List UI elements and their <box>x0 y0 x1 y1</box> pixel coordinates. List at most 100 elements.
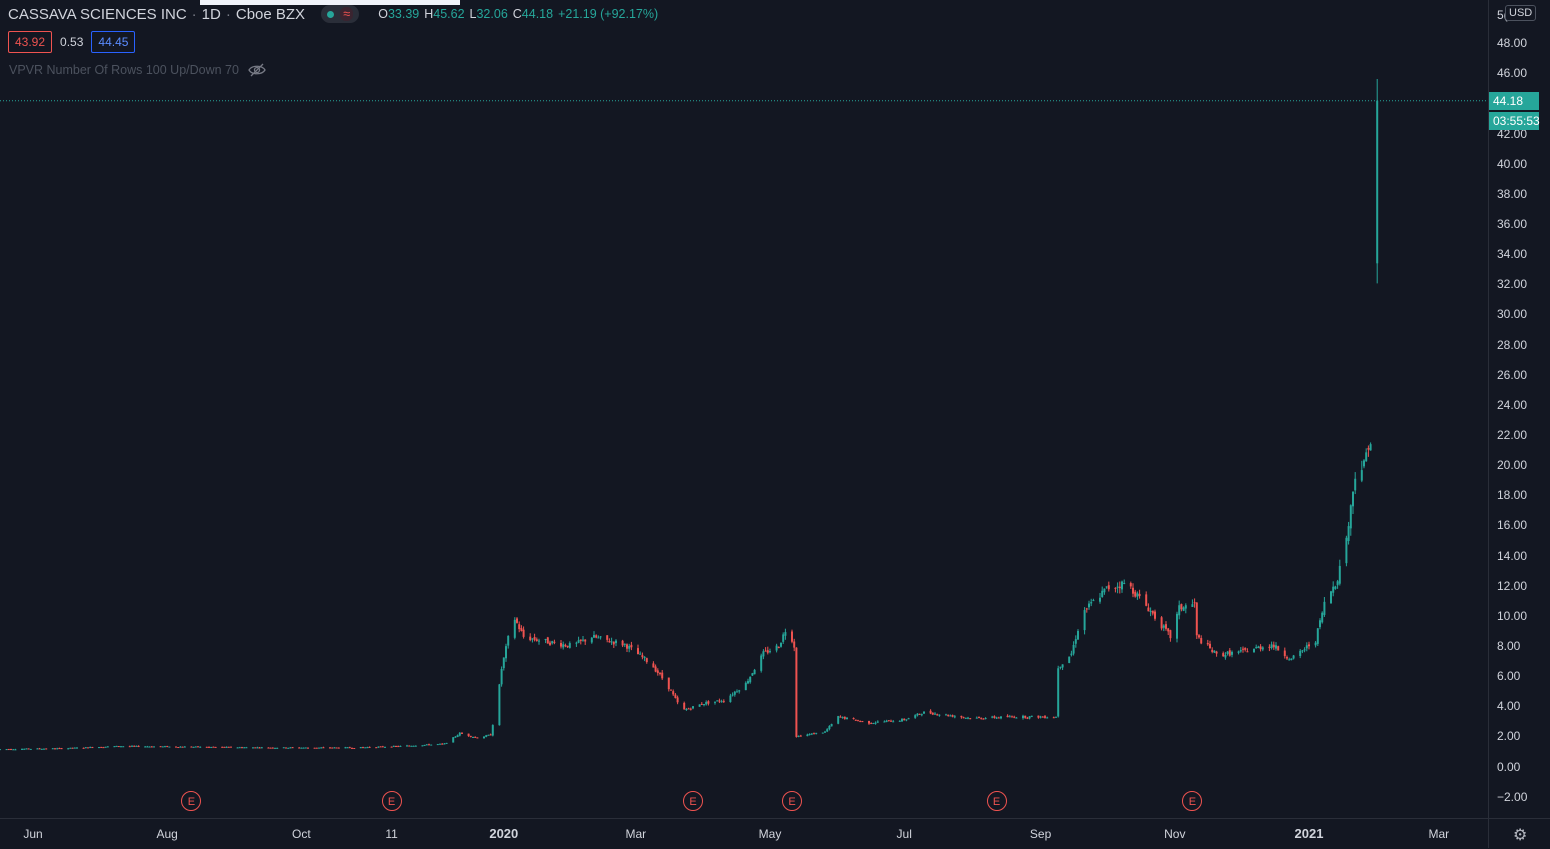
candle <box>1068 656 1071 664</box>
candle-body <box>1169 630 1172 639</box>
earnings-badge[interactable]: E <box>986 791 1007 811</box>
candle <box>1314 641 1317 648</box>
candle <box>1319 618 1321 630</box>
price-tick-label: 34.00 <box>1497 247 1528 262</box>
candle <box>329 746 331 749</box>
candle <box>390 746 393 748</box>
candle <box>806 733 809 737</box>
indicator-legend[interactable]: VPVR Number Of Rows 100 Up/Down 70 <box>9 63 266 77</box>
interval[interactable]: 1D <box>201 5 221 23</box>
candle <box>1057 665 1060 718</box>
price-tick-label: 16.00 <box>1497 518 1528 533</box>
candle <box>1257 645 1260 649</box>
earnings-badge[interactable]: E <box>782 791 802 811</box>
candle-body <box>82 747 85 749</box>
candle <box>518 621 521 633</box>
candle <box>705 700 708 706</box>
candle-body <box>335 747 338 749</box>
candle-body <box>1316 628 1319 644</box>
candle <box>1052 716 1055 719</box>
candle-body <box>1277 646 1280 651</box>
candle-body <box>285 747 287 749</box>
candle-body <box>395 746 397 748</box>
candle-body <box>729 695 732 703</box>
candle <box>406 744 408 747</box>
candle-body <box>346 747 349 749</box>
candle-body <box>1319 620 1321 628</box>
eye-off-icon[interactable] <box>248 63 266 77</box>
candle <box>344 746 347 749</box>
candle <box>148 746 151 748</box>
candle <box>425 744 428 746</box>
candlestick-chart[interactable] <box>0 0 1488 818</box>
candle <box>769 648 771 654</box>
earnings-badge[interactable]: E <box>1182 791 1203 811</box>
candle <box>718 698 721 704</box>
candle <box>500 666 503 687</box>
settings-gear-icon[interactable]: ⚙ <box>1513 827 1528 844</box>
candle <box>661 669 664 680</box>
candle-body <box>731 694 734 696</box>
candle <box>192 746 195 748</box>
candle-body <box>1305 645 1308 649</box>
candle <box>12 748 15 751</box>
candle <box>91 746 94 749</box>
candle <box>335 747 338 749</box>
candle <box>331 747 334 749</box>
time-axis[interactable]: Jun Aug Oct 11 2020 Mar May Jul Sep Nov 2021 Mar <box>0 818 1488 849</box>
candle <box>14 748 17 751</box>
candle-body <box>931 712 934 715</box>
currency-button[interactable]: USD <box>1505 5 1537 21</box>
candle <box>637 644 639 655</box>
candle-body <box>753 669 756 675</box>
candle <box>1200 635 1203 645</box>
candle <box>1299 649 1302 659</box>
earnings-badge[interactable]: E <box>181 791 202 811</box>
candle-body <box>751 673 754 676</box>
candle-body <box>474 736 477 738</box>
candle-body <box>1290 658 1293 661</box>
market-status-chip[interactable]: ≈ <box>321 5 360 23</box>
candle-body <box>258 747 261 749</box>
candle <box>82 747 85 749</box>
candle <box>364 747 367 749</box>
earnings-badge[interactable]: E <box>683 791 703 811</box>
buy-price-button[interactable]: 44.45 <box>91 31 136 53</box>
candle-body <box>73 747 76 749</box>
candle <box>223 746 226 748</box>
candle-body <box>128 746 131 748</box>
candle-body <box>628 645 631 649</box>
candle-body <box>535 639 538 642</box>
candle <box>736 689 738 693</box>
earnings-badge[interactable]: E <box>381 791 402 811</box>
candle <box>458 731 461 737</box>
candle <box>687 707 690 710</box>
candle <box>322 746 325 749</box>
symbol-name[interactable]: CASSAVA SCIENCES INC <box>8 5 187 23</box>
candle <box>1184 603 1187 614</box>
candle-body <box>810 733 813 735</box>
candle <box>1376 79 1379 284</box>
chart-area[interactable] <box>0 0 1488 818</box>
candle <box>1132 583 1134 598</box>
candle <box>38 747 41 750</box>
candle-body <box>685 709 688 711</box>
candle-body <box>267 747 270 749</box>
candle-body <box>300 747 303 749</box>
candle-body <box>518 624 521 630</box>
candle <box>23 748 26 750</box>
candle <box>131 745 133 747</box>
sell-price-button[interactable]: 43.92 <box>8 31 53 53</box>
candle-body <box>1354 478 1357 491</box>
price-axis[interactable]: 5( USD 48.00 46.00 42.00 40.00 38.00 36.00 34.… <box>1488 0 1550 848</box>
candle-body <box>212 746 215 748</box>
candle-body <box>337 747 340 749</box>
candle-body <box>84 747 87 749</box>
candle <box>304 747 307 749</box>
candle <box>1239 647 1242 653</box>
price-tick-label: 4.00 <box>1497 699 1521 714</box>
candle-body <box>674 694 677 698</box>
candle <box>258 746 261 749</box>
candle-body <box>38 748 41 750</box>
candle-body <box>368 746 371 748</box>
